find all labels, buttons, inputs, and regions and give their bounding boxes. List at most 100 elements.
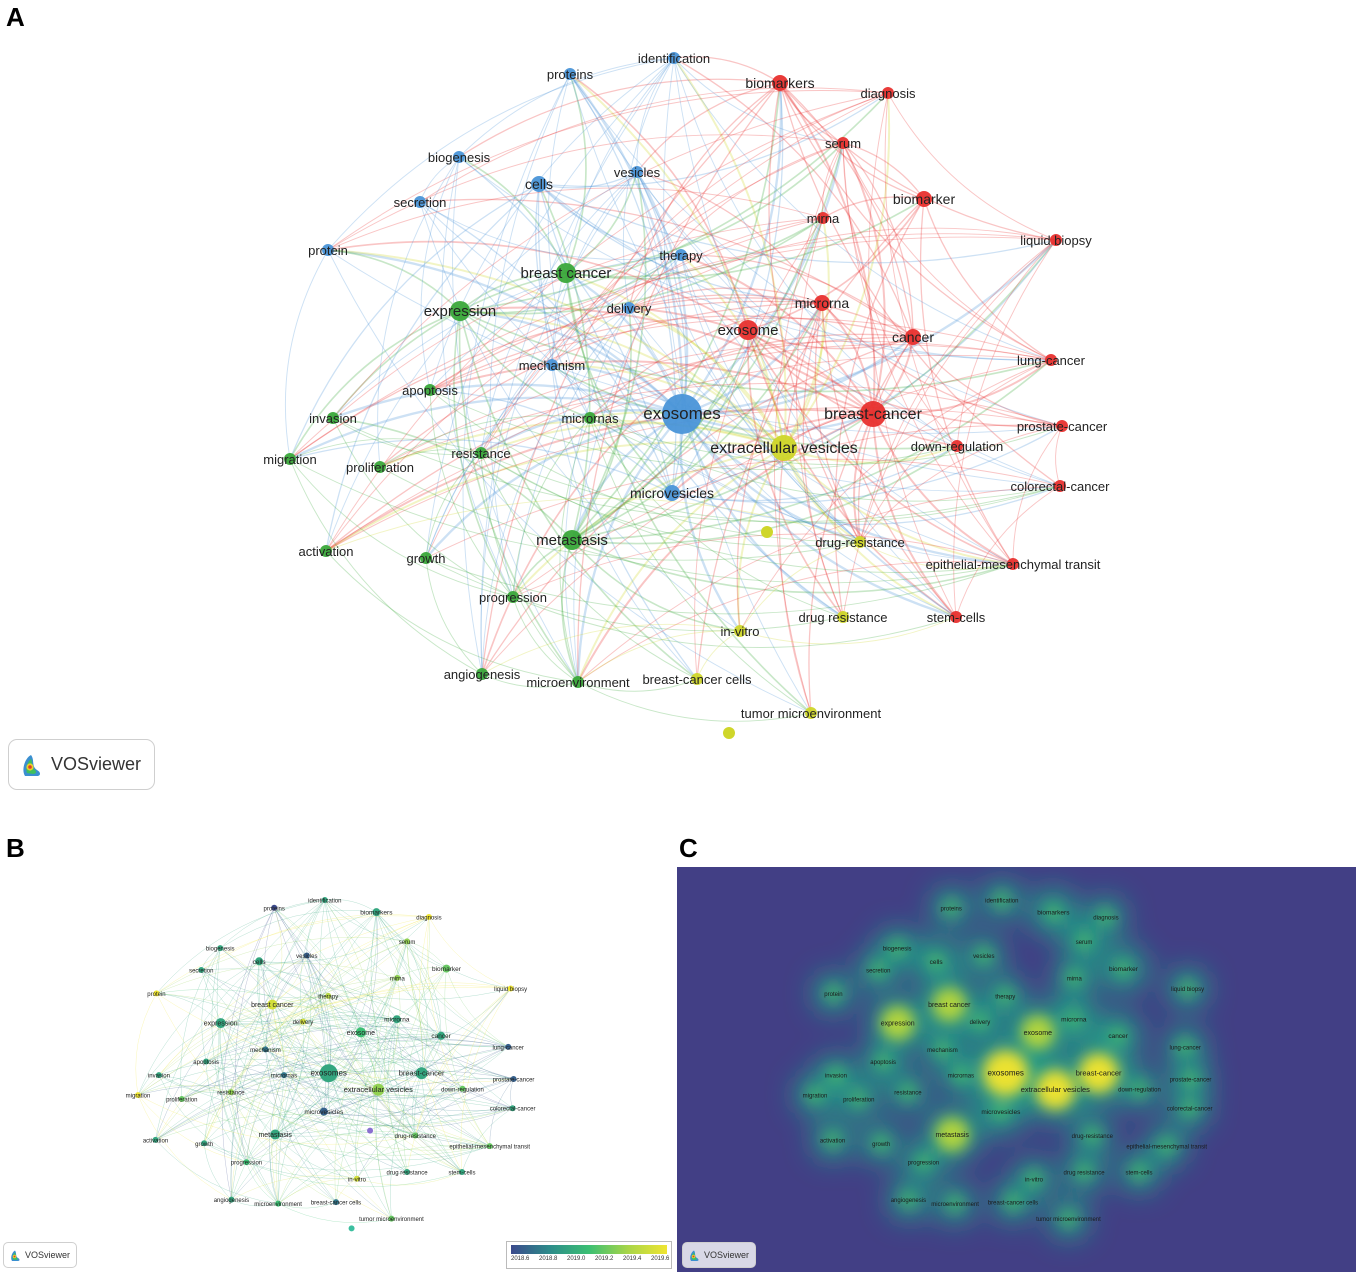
node-migration[interactable] [284,453,296,465]
overlay-node-vesicles[interactable] [303,952,310,959]
overlay-node-mirna[interactable] [394,974,401,981]
overlay-node-breast-cancer[interactable] [415,1067,428,1080]
node-growth[interactable] [420,552,432,564]
node-serum[interactable] [837,137,849,149]
node-delivery[interactable] [623,302,635,314]
overlay-node-biogenesis[interactable] [217,945,224,952]
vosviewer-badge-density[interactable]: VOSviewer [682,1242,756,1268]
overlay-node-exosome[interactable] [355,1027,366,1038]
node-therapy[interactable] [675,249,687,261]
node-drug-resistance[interactable] [837,611,849,623]
node-epithelial-mesenchymal-transit[interactable] [1007,558,1019,570]
node-lung-cancer[interactable] [1045,354,1057,366]
overlay-node-activation[interactable] [152,1136,159,1143]
overlay-node-metastasis[interactable] [270,1129,281,1140]
node-cancer[interactable] [905,329,921,345]
overlay-node-angiogenesis[interactable] [228,1196,235,1203]
overlay-node-breast-cancer-cells[interactable] [333,1199,340,1206]
overlay-node-apoptosis[interactable] [203,1058,210,1065]
node-dot[interactable] [723,727,735,739]
overlay-node-identification[interactable] [321,897,328,903]
node-apoptosis[interactable] [424,384,436,396]
overlay-node-delivery[interactable] [299,1018,306,1025]
node-biomarker[interactable] [916,191,932,207]
node-liquid-biopsy[interactable] [1050,234,1062,246]
node-activation[interactable] [320,545,332,557]
node-drug-resistance[interactable] [854,536,866,548]
node-expression[interactable] [450,301,470,321]
node-metastasis[interactable] [562,530,582,550]
overlay-node-tumor-microenvironment[interactable] [388,1215,395,1222]
node-breast-cancer[interactable] [556,263,576,283]
vosviewer-badge-overlay[interactable]: VOSviewer [3,1242,77,1268]
overlay-node-stem-cells[interactable] [459,1168,466,1175]
node-biomarkers[interactable] [772,75,788,91]
overlay-node-serum[interactable] [404,938,411,945]
node-microrna[interactable] [814,295,830,311]
overlay-node-resistance[interactable] [227,1089,234,1096]
node-cells[interactable] [531,176,547,192]
node-biogenesis[interactable] [453,151,465,163]
node-invasion[interactable] [327,412,339,424]
node-proteins[interactable] [564,68,576,80]
node-angiogenesis[interactable] [476,668,488,680]
overlay-node-cells[interactable] [255,957,264,966]
overlay-map[interactable]: exosomes breast-cancer extracellular vesic… [0,860,672,1272]
network-map[interactable]: exosomes breast-cancer extracellular vesic… [0,0,1358,800]
overlay-node-microenvironment[interactable] [275,1200,282,1207]
overlay-node-migration[interactable] [135,1092,141,1099]
overlay-node-proliferation[interactable] [178,1095,185,1102]
overlay-node-protein[interactable] [153,990,160,997]
node-in-vitro[interactable] [734,625,746,637]
overlay-node-extracellular-vesicles[interactable] [372,1083,385,1096]
node-vesicles[interactable] [631,166,643,178]
node-resistance[interactable] [475,447,487,459]
overlay-node-breast-cancer[interactable] [267,999,278,1010]
overlay-node-secretion[interactable] [198,967,205,974]
density-map[interactable]: exosomes breast-cancer extracellular vesic… [677,867,1356,1272]
node-extracellular-vesicles[interactable] [771,435,797,461]
overlay-node-liquid-biopsy[interactable] [507,985,514,992]
node-dot[interactable] [761,526,773,538]
node-breast-cancer-cells[interactable] [691,673,703,685]
node-breast-cancer[interactable] [860,401,886,427]
overlay-node-in-vitro[interactable] [353,1175,360,1182]
overlay-node-invasion[interactable] [155,1072,162,1079]
node-down-regulation[interactable] [951,440,963,452]
node-micrornas[interactable] [584,412,596,424]
node-tumor-microenvironment[interactable] [805,707,817,719]
overlay-node-prostate-cancer[interactable] [510,1076,517,1083]
overlay-node-biomarker[interactable] [442,964,451,973]
overlay-node-dot[interactable] [367,1127,374,1134]
vosviewer-badge[interactable]: VOSviewer [8,739,155,790]
overlay-node-diagnosis[interactable] [425,914,432,921]
overlay-node-microvesicles[interactable] [319,1107,328,1116]
node-secretion[interactable] [414,196,426,208]
node-microenvironment[interactable] [572,676,584,688]
node-exosomes[interactable] [662,394,702,434]
overlay-node-epithelial-mesenchymal-transit[interactable] [486,1143,493,1150]
overlay-node-microrna[interactable] [392,1015,401,1024]
overlay-node-exosomes[interactable] [319,1064,338,1083]
node-exosome[interactable] [738,320,758,340]
node-progression[interactable] [507,591,519,603]
node-proliferation[interactable] [374,461,386,473]
node-microvesicles[interactable] [664,485,680,501]
overlay-node-drug-resistance[interactable] [404,1168,411,1175]
overlay-node-progression[interactable] [243,1159,250,1166]
node-diagnosis[interactable] [882,87,894,99]
node-protein[interactable] [322,244,334,256]
node-prostate-cancer[interactable] [1056,420,1068,432]
overlay-node-down-regulation[interactable] [459,1085,466,1092]
overlay-node-biomarkers[interactable] [372,908,381,917]
overlay-node-therapy[interactable] [325,992,332,999]
overlay-node-cancer[interactable] [437,1031,446,1040]
overlay-node-drug-resistance[interactable] [412,1132,419,1139]
overlay-node-growth[interactable] [201,1140,208,1147]
overlay-node-mechanism[interactable] [262,1046,269,1053]
overlay-node-dot[interactable] [348,1225,355,1232]
node-colorectal-cancer[interactable] [1054,480,1066,492]
node-mirna[interactable] [817,212,829,224]
overlay-node-proteins[interactable] [271,904,278,911]
overlay-node-lung-cancer[interactable] [505,1043,512,1050]
